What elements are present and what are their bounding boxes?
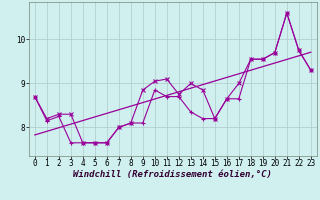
- X-axis label: Windchill (Refroidissement éolien,°C): Windchill (Refroidissement éolien,°C): [73, 170, 272, 179]
